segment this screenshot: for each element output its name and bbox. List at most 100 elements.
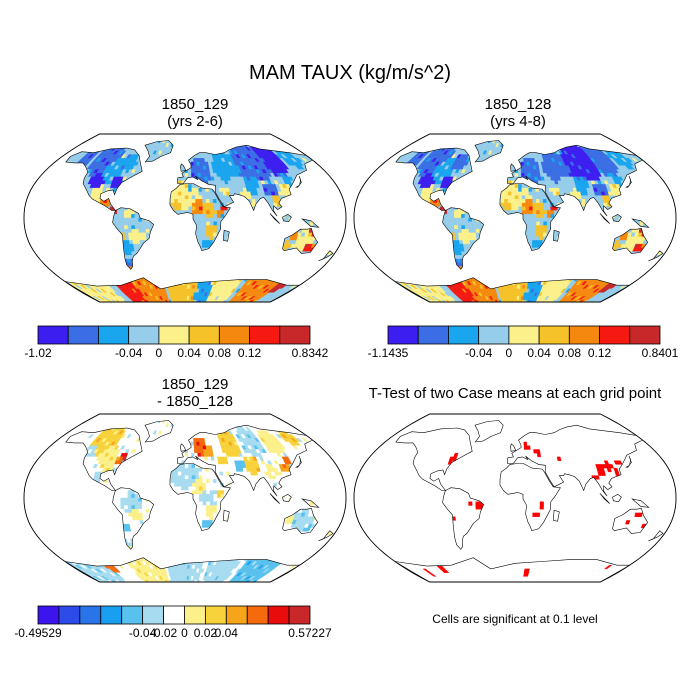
colorbar-difference-label: 0.57227 xyxy=(288,626,332,640)
coastline-namerica xyxy=(395,147,473,211)
land-field xyxy=(394,140,663,302)
coastline-greenland xyxy=(144,420,174,443)
coastline-eurasia xyxy=(507,424,644,497)
map-outline xyxy=(23,133,347,303)
coastline-borneo xyxy=(612,213,622,223)
colorbar-case1-label: -0.04 xyxy=(115,346,143,360)
coastline-japan xyxy=(294,175,302,188)
coastline-africa xyxy=(499,183,561,252)
map-panel-difference xyxy=(23,413,347,583)
coastline-namerica xyxy=(65,427,143,491)
panel-1-title-line1: 1850_129 xyxy=(161,96,229,113)
colorbar-difference-swatch xyxy=(142,605,164,625)
colorbar-difference-swatch xyxy=(100,605,123,625)
coastline-samerica xyxy=(112,487,155,550)
coastline-borneo xyxy=(612,493,622,503)
colorbar-case1-label: 0.8342 xyxy=(292,346,329,360)
colorbar-case2-swatch xyxy=(417,325,449,345)
panel-2-title-line2: (yrs 4-8) xyxy=(490,113,546,130)
coastline-japan xyxy=(294,455,302,468)
colorbar-difference-label: 0.02 xyxy=(194,626,218,640)
colorbar-case1-swatch xyxy=(67,325,99,345)
coastline-indonesia xyxy=(599,493,610,504)
colorbar-case1-swatch xyxy=(98,325,130,345)
colorbar-case1-swatch xyxy=(249,325,281,345)
coastline-namerica xyxy=(65,147,143,211)
colorbar-difference-label: -0.02 xyxy=(150,626,178,640)
figure-title: MAM TAUX (kg/m/s^2) xyxy=(249,62,451,84)
coastline-eurasia xyxy=(507,144,644,217)
coastline-britain xyxy=(510,443,517,452)
coastline-eurasia xyxy=(177,424,314,497)
colorbar-case1-swatch xyxy=(37,325,69,345)
coastline-japan xyxy=(624,175,632,188)
coastline-australia xyxy=(282,507,319,534)
land-field xyxy=(64,140,333,302)
colorbar-case1-label: 0.04 xyxy=(177,346,201,360)
colorbar-case1-swatch xyxy=(188,325,220,345)
colorbar-difference-label: 0 xyxy=(181,626,188,640)
panel-1-title: 1850_129 (yrs 2-6) xyxy=(45,96,345,130)
panel-2-title-line1: 1850_128 xyxy=(484,96,552,113)
colorbar-difference-swatch xyxy=(184,605,206,625)
coastline-newguinea xyxy=(631,498,650,508)
land-field xyxy=(422,441,647,577)
coastline-britain xyxy=(180,443,187,452)
coastline-newguinea xyxy=(301,498,320,508)
coastline-samerica xyxy=(442,487,485,550)
coastline-nz xyxy=(318,250,334,262)
colorbar-case1: -1.02 -0.04 0 0.04 0.08 0.12 0.8342 xyxy=(24,325,329,360)
colorbar-difference-label: 0.04 xyxy=(215,626,239,640)
colorbar-case1-swatch xyxy=(279,325,311,345)
coastline-samerica xyxy=(442,207,485,270)
colorbar-case2-label: 0.8401 xyxy=(642,346,679,360)
coastline-africa xyxy=(499,463,561,532)
colorbar-case1-label: 0.08 xyxy=(208,346,232,360)
panel-1-title-line2: (yrs 2-6) xyxy=(167,113,223,130)
coastline-nz xyxy=(318,530,334,542)
panel-3-title-line1: 1850_129 xyxy=(161,376,229,393)
coastline-britain xyxy=(510,163,517,172)
colorbar-case2-label: -0.04 xyxy=(465,346,493,360)
colorbar-case2-swatch xyxy=(478,325,510,345)
colorbar-difference-swatch xyxy=(246,605,269,625)
land-field xyxy=(64,420,333,582)
map-outline xyxy=(353,413,677,583)
map-panel-case2 xyxy=(353,133,677,303)
coastline-madagascar xyxy=(222,229,230,242)
coastline-eurasia xyxy=(177,144,314,217)
colorbar-difference-label: -0.49529 xyxy=(14,626,62,640)
colorbar-case1-label: 0 xyxy=(156,346,163,360)
coastline-borneo xyxy=(282,493,292,503)
panel-3-title-line2: - 1850_128 xyxy=(157,393,233,410)
coastline-samerica xyxy=(112,207,155,270)
panel-2-title: 1850_128 (yrs 4-8) xyxy=(368,96,668,130)
coastline-madagascar xyxy=(552,509,560,522)
ttest-footnote: Cells are significant at 0.1 level xyxy=(432,612,598,626)
colorbar-case2-label: 0.12 xyxy=(588,346,612,360)
coastline-namerica xyxy=(395,427,473,491)
colorbar-difference-swatch xyxy=(163,605,185,625)
colorbar-case1-swatch xyxy=(218,325,250,345)
colorbar-case1-swatch xyxy=(158,325,190,345)
colorbar-case2-swatch xyxy=(387,325,419,345)
coastline-antarctica xyxy=(394,557,631,582)
coastline-africa xyxy=(169,183,231,252)
colorbar-case2-swatch xyxy=(568,325,600,345)
coastline-greenland xyxy=(144,140,174,163)
colorbar-case2-swatch xyxy=(508,325,540,345)
colorbar-case2-swatch xyxy=(448,325,480,345)
colorbar-case2-label: -1.1435 xyxy=(368,346,409,360)
coastline-nz xyxy=(648,250,664,262)
coastline-madagascar xyxy=(552,229,560,242)
coastline-newguinea xyxy=(631,218,650,228)
colorbar-difference-swatch xyxy=(204,605,227,625)
colorbar-case2-swatch xyxy=(538,325,570,345)
colorbar-case2-swatch xyxy=(599,325,631,345)
coastline-indonesia xyxy=(269,213,280,224)
colorbar-difference-swatch xyxy=(121,605,144,625)
panel-3-title: 1850_129 - 1850_128 xyxy=(45,376,345,410)
coastline-madagascar xyxy=(222,509,230,522)
coastline-britain xyxy=(180,163,187,172)
coastline-japan xyxy=(624,455,632,468)
